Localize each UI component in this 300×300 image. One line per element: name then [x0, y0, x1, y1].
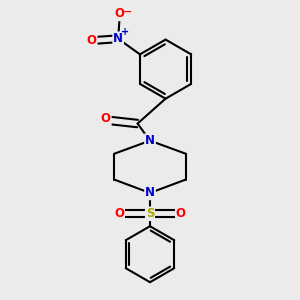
Text: O: O	[114, 207, 124, 220]
Text: −: −	[123, 8, 132, 17]
Text: O: O	[101, 112, 111, 125]
Text: O: O	[115, 8, 125, 20]
Text: +: +	[121, 27, 129, 37]
Text: O: O	[176, 207, 186, 220]
Text: N: N	[145, 134, 155, 147]
Text: O: O	[87, 34, 97, 47]
Text: N: N	[113, 32, 123, 45]
Text: S: S	[146, 207, 154, 220]
Text: N: N	[145, 186, 155, 200]
